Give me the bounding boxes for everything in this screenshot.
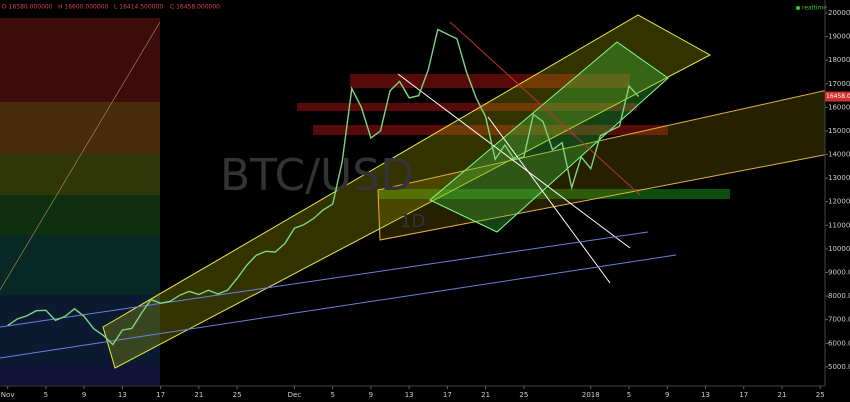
header-item: O 16580.000000 <box>2 4 53 11</box>
y-tick-label: 14000.000000 <box>828 151 850 159</box>
header-item: H 16600.000000 <box>58 4 109 11</box>
last-price-label: 16458.000000 <box>826 93 850 100</box>
y-tick-label: 8000.000000 <box>828 292 850 300</box>
y-axis-bg <box>825 0 850 402</box>
x-tick-label: 17 <box>443 391 452 399</box>
x-tick-label: 25 <box>519 391 528 399</box>
x-tick-label: 9 <box>369 391 373 399</box>
y-tick-label: 10000.000000 <box>828 245 850 253</box>
y-tick-label: 9000.000000 <box>828 269 850 277</box>
x-tick-label: 21 <box>194 391 203 399</box>
zones <box>297 74 730 199</box>
header-item: C 16458.000000 <box>170 4 220 11</box>
x-tick-label: 21 <box>778 391 787 399</box>
x-tick-label: 25 <box>816 391 825 399</box>
header-item: L 16414.500000 <box>114 4 163 11</box>
x-tick-label: 17 <box>739 391 748 399</box>
y-tick-label: 5000.000000 <box>828 363 850 371</box>
x-tick-label: 17 <box>156 391 165 399</box>
y-tick-label: 12000.000000 <box>828 198 850 206</box>
header: O 16580.000000 H 16600.000000 L 16414.5000… <box>2 4 220 11</box>
x-tick-label: 9 <box>665 391 669 399</box>
y-tick-label: 11000.000000 <box>828 221 850 229</box>
y-tick-label: 20000.000000 <box>828 9 850 17</box>
x-tick-label: 21 <box>481 391 490 399</box>
y-tick-label: 7000.000000 <box>828 316 850 324</box>
price-line <box>7 28 640 346</box>
x-axis-bg <box>0 386 850 402</box>
x-tick-label: 25 <box>233 391 242 399</box>
y-tick-label: 19000.000000 <box>828 33 850 41</box>
y-tick-label: 18000.000000 <box>828 56 850 64</box>
x-tick-label: 13 <box>701 391 710 399</box>
y-tick-label: 6000.000000 <box>828 339 850 347</box>
fib-zones <box>0 18 160 385</box>
drawings <box>0 14 850 369</box>
x-tick-label: 5 <box>330 391 334 399</box>
watermark: BTC/USD <box>220 150 414 201</box>
x-tick-label: Dec <box>288 391 302 399</box>
x-tick-label: 9 <box>82 391 86 399</box>
x-tick-label: 13 <box>118 391 127 399</box>
y-tick-label: 13000.000000 <box>828 174 850 182</box>
x-tick-label: 5 <box>44 391 48 399</box>
watermark-sub: 1D <box>400 211 425 232</box>
status-dot <box>796 6 800 10</box>
y-tick-label: 16000.000000 <box>828 103 850 111</box>
x-tick-label: Nov <box>1 391 15 399</box>
y-tick-label: 15000.000000 <box>828 127 850 135</box>
last-price-badge <box>825 91 850 102</box>
status: realtime <box>802 5 827 12</box>
x-tick-label: 13 <box>405 391 414 399</box>
x-tick-label: 2018 <box>582 391 600 399</box>
y-tick-label: 17000.000000 <box>828 80 850 88</box>
x-tick-label: 5 <box>627 391 631 399</box>
